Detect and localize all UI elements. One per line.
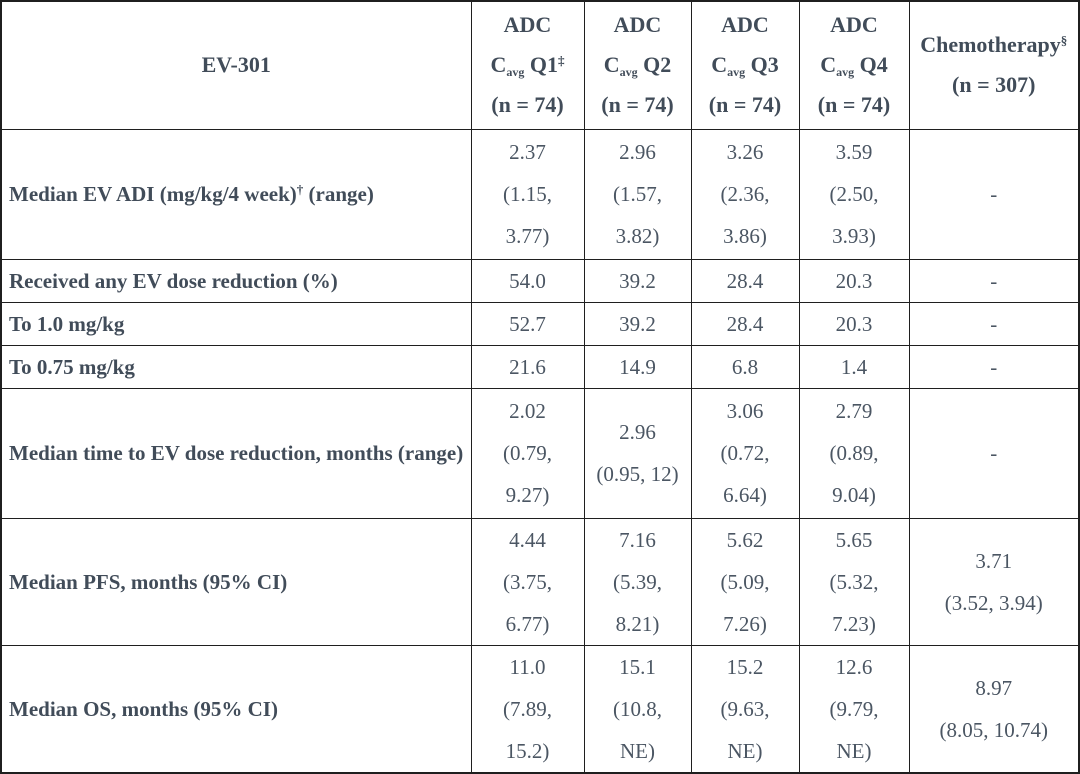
table-header-row: EV-301 ADC Cavg Q1‡ (n = 74) ADC Cavg Q2… (0, 0, 1080, 130)
value-cell-to075-q3: 6.8 (690, 344, 800, 389)
value-cell-to10-q2: 39.2 (583, 301, 692, 346)
table-row-to-0-75-mgkg: To 0.75 mg/kg 21.6 14.9 6.8 1.4 - (0, 344, 1080, 389)
value-cell-pfs-q2: 7.16 (5.39, 8.21) (583, 517, 692, 646)
table-row-to-1-0-mgkg: To 1.0 mg/kg 52.7 39.2 28.4 20.3 - (0, 301, 1080, 346)
value-cell-pfs-q4: 5.65 (5.32, 7.23) (798, 517, 910, 646)
table-row-median-time-to-reduction: Median time to EV dose reduction, months… (0, 387, 1080, 519)
value-cell-anyred-q3: 28.4 (690, 258, 800, 303)
value-cell-time-q3: 3.06 (0.72, 6.64) (690, 387, 800, 519)
value-cell-adi-q4: 3.59 (2.50, 3.93) (798, 128, 910, 260)
adc-label: ADC (503, 12, 552, 38)
n-count-label: (n = 74) (708, 92, 782, 118)
value-cell-to10-q3: 28.4 (690, 301, 800, 346)
table-row-median-pfs: Median PFS, months (95% CI) 4.44 (3.75, … (0, 517, 1080, 646)
value-cell-adi-q2: 2.96 (1.57, 3.82) (583, 128, 692, 260)
value-cell-os-chemo: 8.97 (8.05, 10.74) (908, 644, 1080, 773)
cavg-q1-label: Cavg Q1‡ (490, 52, 565, 80)
table-row-median-ev-adi: Median EV ADI (mg/kg/4 week)† (range) 2.… (0, 128, 1080, 260)
avg-subscript: avg (836, 65, 855, 80)
row-label-median-time-to-reduction: Median time to EV dose reduction, months… (0, 387, 472, 519)
value-cell-os-q1: 11.0 (7.89, 15.2) (470, 644, 585, 773)
n-count-label: (n = 74) (817, 92, 891, 118)
n-count-label: (n = 74) (601, 92, 674, 118)
value-cell-anyred-chemo: - (908, 258, 1080, 303)
header-cell-adc-q3: ADC Cavg Q3 (n = 74) (690, 0, 800, 130)
value-cell-to075-chemo: - (908, 344, 1080, 389)
value-cell-to10-chemo: - (908, 301, 1080, 346)
avg-subscript: avg (619, 65, 638, 80)
row-label-median-pfs: Median PFS, months (95% CI) (0, 517, 472, 646)
row-label-median-os: Median OS, months (95% CI) (0, 644, 472, 773)
row-label-to-0-75-mgkg: To 0.75 mg/kg (0, 344, 472, 389)
value-cell-pfs-chemo: 3.71 (3.52, 3.94) (908, 517, 1080, 646)
header-cell-adc-q4: ADC Cavg Q4 (n = 74) (798, 0, 910, 130)
value-cell-time-chemo: - (908, 387, 1080, 519)
chemotherapy-label: Chemotherapy§ (920, 32, 1068, 58)
value-cell-anyred-q4: 20.3 (798, 258, 910, 303)
value-cell-adi-chemo: - (908, 128, 1080, 260)
value-cell-time-q2: 2.96 (0.95, 12) (583, 387, 692, 519)
value-cell-pfs-q1: 4.44 (3.75, 6.77) (470, 517, 585, 646)
value-cell-to075-q4: 1.4 (798, 344, 910, 389)
adc-label: ADC (830, 12, 878, 38)
value-cell-adi-q1: 2.37 (1.15, 3.77) (470, 128, 585, 260)
value-cell-pfs-q3: 5.62 (5.09, 7.26) (690, 517, 800, 646)
cavg-q3-label: Cavg Q3 (711, 52, 779, 80)
header-cell-study: EV-301 (0, 0, 472, 130)
header-cell-adc-q2: ADC Cavg Q2 (n = 74) (583, 0, 692, 130)
n-count-label: (n = 307) (952, 72, 1036, 98)
avg-subscript: avg (506, 65, 525, 80)
dagger-footnote-marker: † (296, 182, 304, 197)
value-cell-to10-q1: 52.7 (470, 301, 585, 346)
row-label-to-1-0-mgkg: To 1.0 mg/kg (0, 301, 472, 346)
value-cell-anyred-q1: 54.0 (470, 258, 585, 303)
adc-label: ADC (613, 12, 662, 38)
header-cell-adc-q1: ADC Cavg Q1‡ (n = 74) (470, 0, 585, 130)
value-cell-anyred-q2: 39.2 (583, 258, 692, 303)
value-cell-to075-q1: 21.6 (470, 344, 585, 389)
row-label-median-ev-adi: Median EV ADI (mg/kg/4 week)† (range) (0, 128, 472, 260)
study-name-label: EV-301 (201, 52, 271, 78)
adc-label: ADC (721, 12, 769, 38)
cavg-q2-label: Cavg Q2 (603, 52, 672, 80)
value-cell-os-q3: 15.2 (9.63, NE) (690, 644, 800, 773)
avg-subscript: avg (727, 65, 746, 80)
table-row-median-os: Median OS, months (95% CI) 11.0 (7.89, 1… (0, 644, 1080, 773)
section-footnote-marker: § (1060, 33, 1068, 49)
row-label-any-dose-reduction: Received any EV dose reduction (%) (0, 258, 472, 303)
value-cell-time-q4: 2.79 (0.89, 9.04) (798, 387, 910, 519)
cavg-q4-label: Cavg Q4 (820, 52, 888, 80)
value-cell-time-q1: 2.02 (0.79, 9.27) (470, 387, 585, 519)
value-cell-adi-q3: 3.26 (2.36, 3.86) (690, 128, 800, 260)
value-cell-os-q4: 12.6 (9.79, NE) (798, 644, 910, 773)
value-cell-to075-q2: 14.9 (583, 344, 692, 389)
value-cell-os-q2: 15.1 (10.8, NE) (583, 644, 692, 773)
value-cell-to10-q4: 20.3 (798, 301, 910, 346)
table-row-any-dose-reduction: Received any EV dose reduction (%) 54.0 … (0, 258, 1080, 303)
header-cell-chemotherapy: Chemotherapy§ (n = 307) (908, 0, 1080, 130)
double-dagger-footnote-marker: ‡ (558, 53, 565, 69)
n-count-label: (n = 74) (491, 92, 564, 118)
